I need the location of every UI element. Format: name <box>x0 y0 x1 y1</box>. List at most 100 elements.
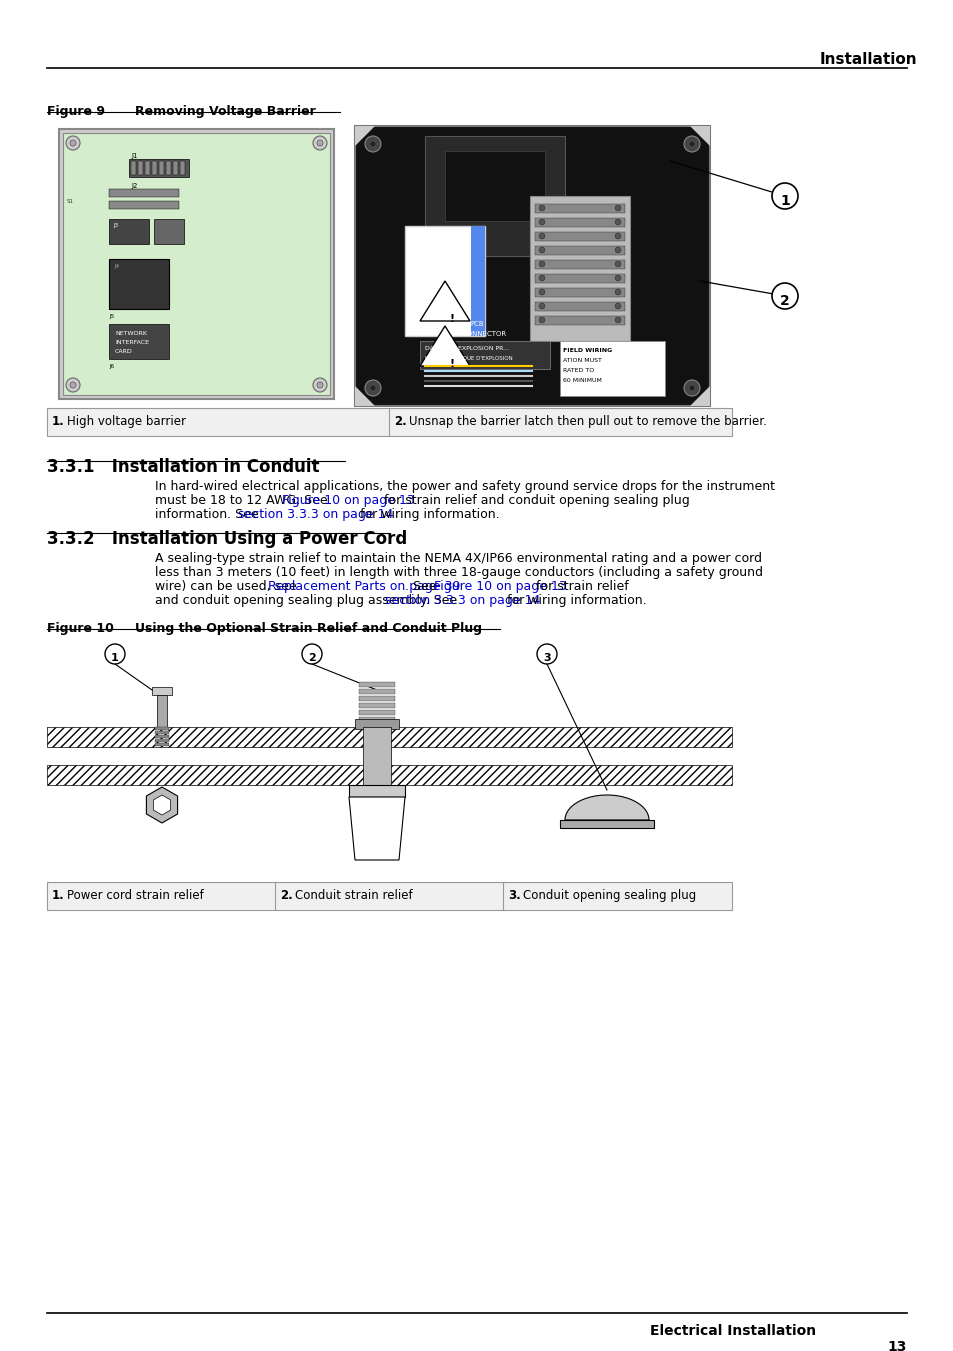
Bar <box>159 161 164 176</box>
Bar <box>109 189 179 197</box>
Circle shape <box>105 644 125 663</box>
Text: Electrical Installation: Electrical Installation <box>649 1324 815 1337</box>
Text: Conduit opening sealing plug: Conduit opening sealing plug <box>522 889 696 902</box>
Circle shape <box>538 205 544 211</box>
Text: J5: J5 <box>109 313 114 319</box>
Bar <box>153 219 184 245</box>
Polygon shape <box>349 797 405 861</box>
Text: INTERFACE: INTERFACE <box>115 340 149 345</box>
Circle shape <box>615 205 620 211</box>
Circle shape <box>771 182 797 209</box>
Bar <box>154 735 169 738</box>
Polygon shape <box>355 386 375 407</box>
Text: NETWORK: NETWORK <box>115 331 147 336</box>
Text: S1: S1 <box>67 199 74 204</box>
Text: J1: J1 <box>131 153 137 159</box>
Bar <box>535 232 624 240</box>
Bar <box>154 739 169 742</box>
Text: for wiring information.: for wiring information. <box>502 594 646 607</box>
Text: 3: 3 <box>542 653 550 663</box>
Bar <box>535 204 624 213</box>
Polygon shape <box>355 126 375 146</box>
Bar <box>109 201 179 209</box>
Text: section 3.3.3 on page 14: section 3.3.3 on page 14 <box>385 594 540 607</box>
Text: High voltage barrier: High voltage barrier <box>67 415 186 428</box>
Circle shape <box>365 380 380 396</box>
Circle shape <box>370 141 375 147</box>
Bar <box>363 727 391 785</box>
Bar <box>358 711 395 715</box>
Text: information. See: information. See <box>154 508 262 521</box>
Circle shape <box>316 382 323 388</box>
Bar <box>157 694 167 727</box>
Text: In hard-wired electrical applications, the power and safety ground service drops: In hard-wired electrical applications, t… <box>154 480 774 493</box>
Text: 2.: 2. <box>394 415 406 428</box>
Circle shape <box>538 303 544 309</box>
Text: J4: J4 <box>113 263 119 269</box>
Text: DANGER - EXPLOSION PR...: DANGER - EXPLOSION PR... <box>424 346 509 351</box>
Circle shape <box>538 261 544 267</box>
Circle shape <box>313 378 327 392</box>
Bar <box>358 696 395 701</box>
Circle shape <box>615 219 620 226</box>
Circle shape <box>538 219 544 226</box>
Bar <box>152 161 157 176</box>
Text: section 3.3.3 on page 14: section 3.3.3 on page 14 <box>238 508 394 521</box>
Text: 3.3.1   Installation in Conduit: 3.3.1 Installation in Conduit <box>47 458 319 476</box>
Bar <box>535 218 624 227</box>
Circle shape <box>66 378 80 392</box>
Circle shape <box>370 385 375 390</box>
Text: 1: 1 <box>780 195 789 208</box>
Circle shape <box>538 289 544 295</box>
Text: FIELD WIRING: FIELD WIRING <box>562 349 612 353</box>
Text: Figure 10 on page 13: Figure 10 on page 13 <box>282 494 415 507</box>
Text: 2.: 2. <box>280 889 293 902</box>
Text: for wiring information.: for wiring information. <box>355 508 499 521</box>
Text: CARD: CARD <box>115 349 132 354</box>
Circle shape <box>615 317 620 323</box>
Polygon shape <box>419 281 470 322</box>
Circle shape <box>365 136 380 153</box>
Circle shape <box>683 136 700 153</box>
Text: Figure 10: Figure 10 <box>47 621 113 635</box>
Text: PCB: PCB <box>470 322 483 327</box>
Bar <box>349 785 405 797</box>
Bar <box>358 689 395 694</box>
Bar <box>152 688 172 694</box>
Polygon shape <box>419 326 470 366</box>
Circle shape <box>688 141 695 147</box>
Text: ATION MUST: ATION MUST <box>562 358 601 363</box>
Text: Using the Optional Strain Relief and Conduit Plug: Using the Optional Strain Relief and Con… <box>135 621 481 635</box>
Text: for strain relief: for strain relief <box>532 580 628 593</box>
Text: CONNECTOR: CONNECTOR <box>462 331 507 336</box>
Circle shape <box>538 276 544 281</box>
Bar <box>559 820 654 828</box>
Text: Power cord strain relief: Power cord strain relief <box>67 889 204 902</box>
Circle shape <box>316 141 323 146</box>
Bar <box>471 226 484 336</box>
Bar <box>535 316 624 326</box>
Polygon shape <box>689 126 709 146</box>
Text: RATED TO: RATED TO <box>562 367 594 373</box>
Circle shape <box>683 380 700 396</box>
Circle shape <box>66 136 80 150</box>
Text: 13: 13 <box>886 1340 906 1351</box>
Text: must be 18 to 12 AWG. See: must be 18 to 12 AWG. See <box>154 494 332 507</box>
Bar <box>138 161 143 176</box>
Polygon shape <box>689 386 709 407</box>
Bar <box>131 161 136 176</box>
Text: !: ! <box>450 313 455 324</box>
Bar <box>355 719 398 730</box>
Polygon shape <box>564 794 648 820</box>
Bar <box>154 731 169 734</box>
Text: wire) can be used, see: wire) can be used, see <box>154 580 300 593</box>
Text: 1.: 1. <box>52 889 65 902</box>
Bar <box>444 151 544 222</box>
Polygon shape <box>146 788 177 823</box>
Bar <box>109 219 149 245</box>
Bar <box>145 161 150 176</box>
Text: Removing Voltage Barrier: Removing Voltage Barrier <box>135 105 315 118</box>
Circle shape <box>313 136 327 150</box>
Bar <box>109 324 169 359</box>
Bar <box>47 765 731 785</box>
